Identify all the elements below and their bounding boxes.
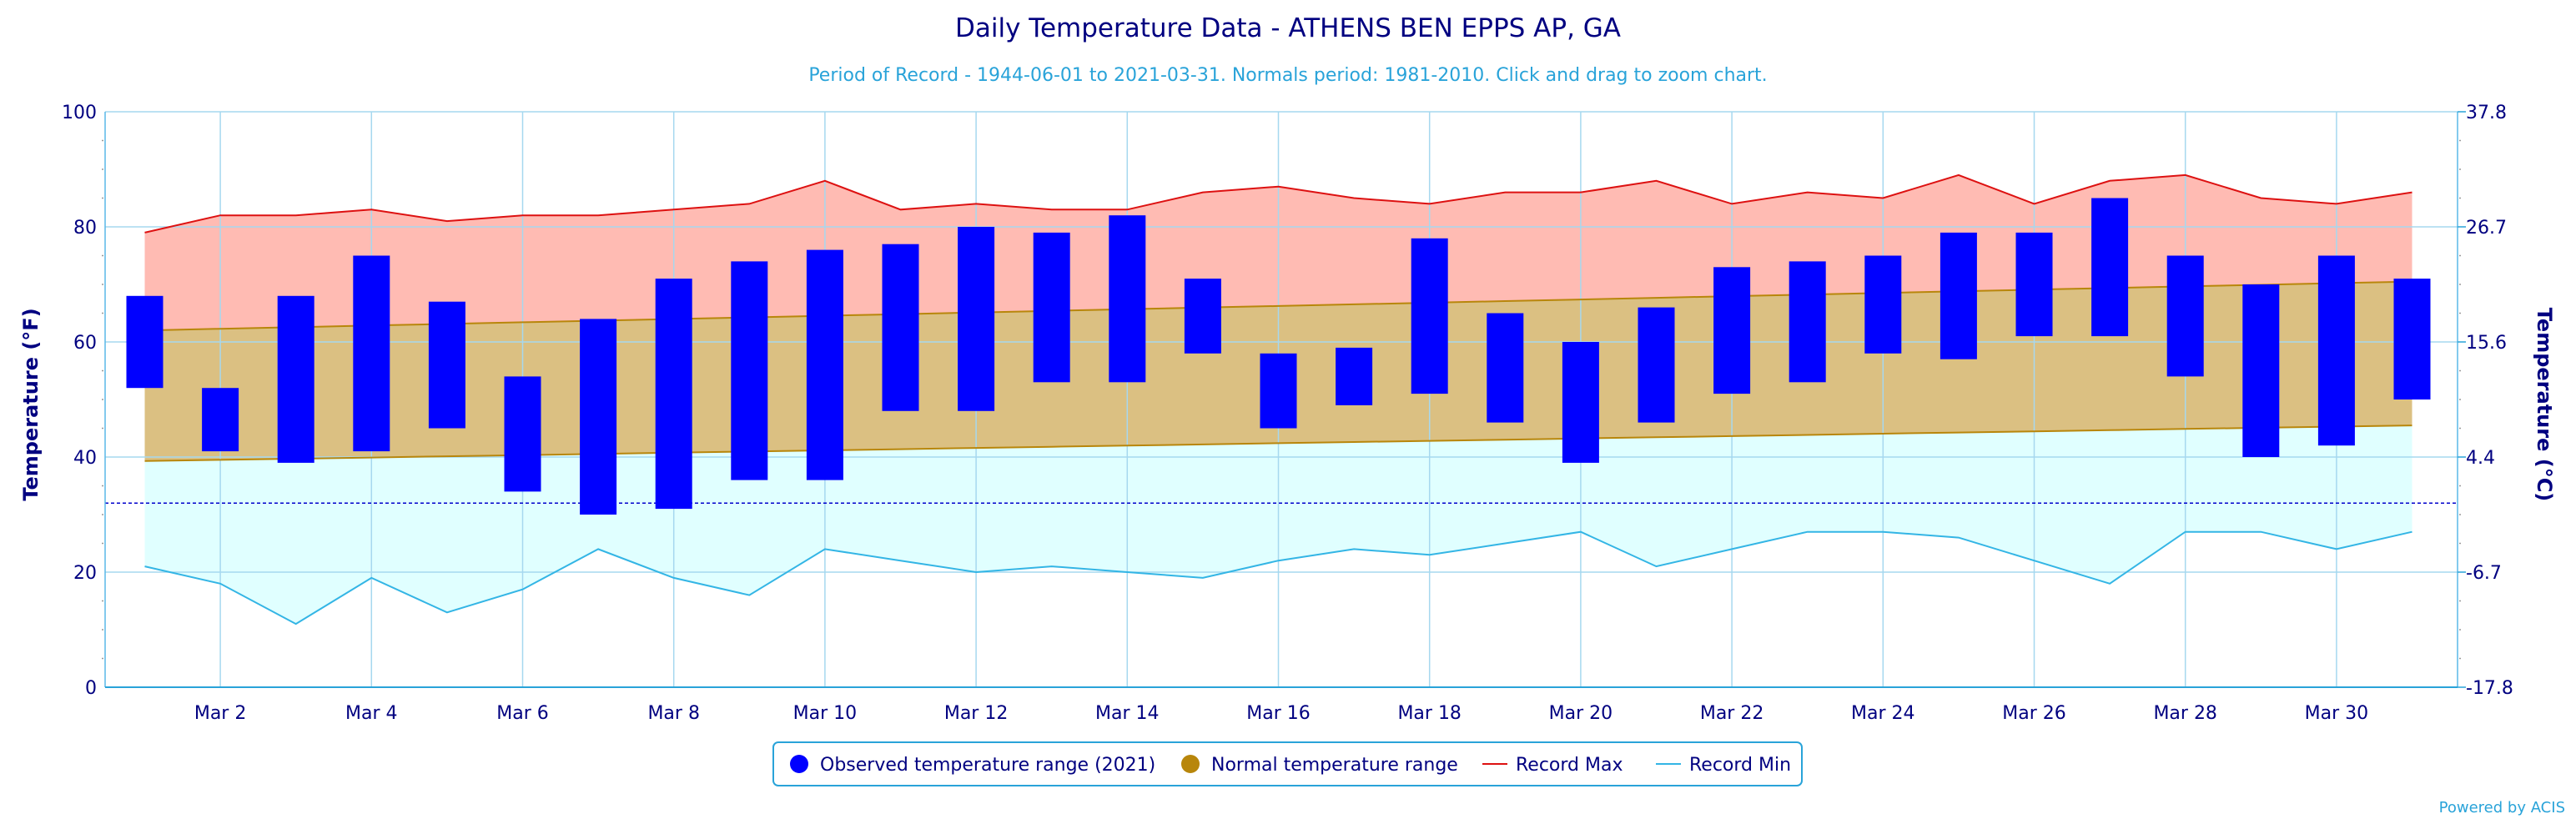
x-tick-label: Mar 10 xyxy=(793,703,858,724)
y-axis-title-left: Temperature (°F) xyxy=(19,308,43,500)
x-tick-label: Mar 20 xyxy=(1549,703,1613,724)
observed-range-bar[interactable] xyxy=(2091,198,2129,337)
x-tick-label: Mar 26 xyxy=(2002,703,2066,724)
observed-range-bar[interactable] xyxy=(731,261,768,480)
x-tick-label: Mar 4 xyxy=(345,703,398,724)
plot-area[interactable]: 0 -17.8 20 -6.7 40 4.4 60 15.6 80 26.7 100 37.8 Mar … xyxy=(62,103,2513,724)
y-tick-label-left: 40 xyxy=(73,448,97,469)
record-max-line xyxy=(144,173,2412,234)
x-tick-label: Mar 22 xyxy=(1700,703,1764,724)
observed-range-bar[interactable] xyxy=(1260,353,1297,429)
record-min-line xyxy=(144,530,2412,626)
y-tick-label-left: 100 xyxy=(62,103,97,123)
observed-range-bar[interactable] xyxy=(2242,284,2280,457)
chart-subtitle: Period of Record - 1944-06-01 to 2021-03… xyxy=(808,65,1767,86)
observed-range-bar[interactable] xyxy=(2317,255,2355,446)
legend-box xyxy=(772,741,1803,786)
x-tick-label: Mar 8 xyxy=(647,703,700,724)
chart-title: Daily Temperature Data - ATHENS BEN EPPS… xyxy=(955,13,1621,43)
observed-range-bar[interactable] xyxy=(958,227,995,411)
observed-range-bar[interactable] xyxy=(1940,232,1977,359)
x-tick-label: Mar 24 xyxy=(1851,703,1915,724)
observed-range-bar[interactable] xyxy=(580,319,617,515)
observed-range-bar[interactable] xyxy=(655,279,692,510)
x-tick-label: Mar 18 xyxy=(1397,703,1462,724)
observed-range-bar[interactable] xyxy=(1411,238,1448,394)
x-tick-label: Mar 12 xyxy=(944,703,1009,724)
observed-range-bar[interactable] xyxy=(353,255,390,452)
observed-range-bar[interactable] xyxy=(882,244,919,411)
y-axis-title-right: Temperature (°C) xyxy=(2533,308,2556,502)
observed-range-bar[interactable] xyxy=(1184,279,1221,354)
legend-normal-label[interactable]: Normal temperature range xyxy=(1211,755,1458,776)
x-tick-label: Mar 6 xyxy=(496,703,549,724)
y-tick-label-left: 60 xyxy=(73,333,97,354)
legend-record-max-label[interactable]: Record Max xyxy=(1516,755,1623,776)
observed-range-bar[interactable] xyxy=(2393,279,2431,399)
x-tick-label: Mar 28 xyxy=(2153,703,2217,724)
y-tick-label-left: 20 xyxy=(73,563,97,584)
observed-range-bar[interactable] xyxy=(1033,232,1070,383)
legend-normal-marker xyxy=(1181,755,1200,773)
observed-range-bar[interactable] xyxy=(806,249,843,480)
y-tick-label-left: 80 xyxy=(73,218,97,239)
observed-range-bar[interactable] xyxy=(1864,255,1902,354)
legend-observed-marker xyxy=(790,755,808,773)
legend-record-min-label[interactable]: Record Min xyxy=(1689,755,1791,776)
legend-observed-label[interactable]: Observed temperature range (2021) xyxy=(820,755,1155,776)
observed-range-bar[interactable] xyxy=(504,376,541,492)
x-tick-label: Mar 14 xyxy=(1095,703,1160,724)
y-tick-label-right: 37.8 xyxy=(2466,103,2507,123)
observed-range-bar[interactable] xyxy=(1562,342,1599,463)
observed-range-bar[interactable] xyxy=(277,295,314,463)
observed-range-bar[interactable] xyxy=(126,295,164,389)
y-tick-label-left: 0 xyxy=(85,678,97,699)
observed-range-bar[interactable] xyxy=(2015,232,2053,337)
observed-range-bar[interactable] xyxy=(1789,261,1826,383)
y-tick-label-right: -6.7 xyxy=(2466,563,2502,584)
observed-range-bar[interactable] xyxy=(202,388,239,452)
legend[interactable]: Observed temperature range (2021) Normal … xyxy=(772,741,1803,786)
observed-range-bar[interactable] xyxy=(1713,267,1751,394)
observed-range-bar[interactable] xyxy=(1109,215,1146,383)
y-tick-label-right: 4.4 xyxy=(2466,448,2495,469)
y-tick-label-right: -17.8 xyxy=(2466,678,2513,699)
observed-range-bar[interactable] xyxy=(1336,347,1373,405)
x-tick-label: Mar 16 xyxy=(1246,703,1311,724)
observed-range-bar[interactable] xyxy=(1638,307,1675,423)
credit-link[interactable]: Powered by ACIS xyxy=(2439,799,2565,816)
x-tick-label: Mar 30 xyxy=(2305,703,2369,724)
observed-range-bar[interactable] xyxy=(428,301,465,429)
y-tick-label-right: 26.7 xyxy=(2466,218,2507,239)
x-tick-label: Mar 2 xyxy=(194,703,247,724)
observed-range-bar[interactable] xyxy=(1487,313,1524,423)
observed-range-bar[interactable] xyxy=(2166,255,2204,377)
y-tick-label-right: 15.6 xyxy=(2466,333,2507,354)
